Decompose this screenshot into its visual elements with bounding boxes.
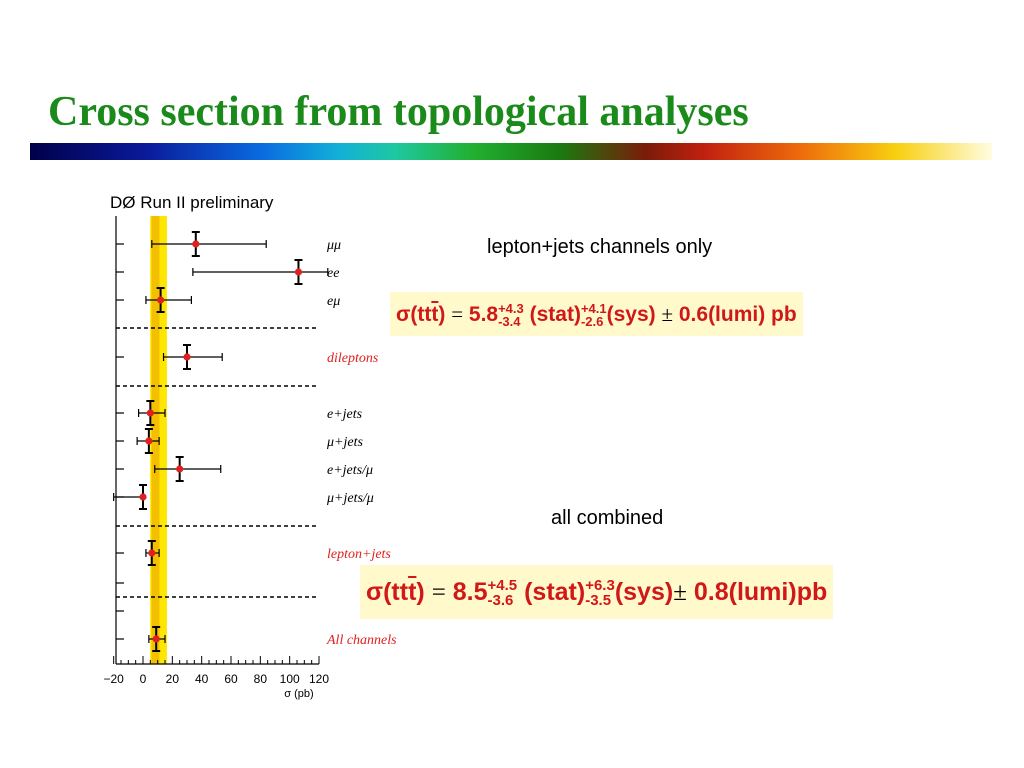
x-axis-label: σ (pb) — [284, 688, 313, 700]
channel-label: eμ — [327, 294, 340, 309]
f1-close: ) — [438, 303, 446, 326]
f2-equals: = — [431, 579, 446, 606]
x-tick-label: 20 — [166, 672, 180, 686]
data-point — [157, 296, 165, 304]
f2-tbar: t — [408, 578, 417, 606]
data-point — [183, 353, 191, 361]
channel-label: e+jets — [327, 407, 363, 422]
data-point — [176, 465, 184, 473]
channel-label: μ+jets — [326, 435, 363, 450]
f1-stat-up: +4.3 — [498, 301, 524, 317]
f2-sys-up: +6.3 — [585, 577, 615, 595]
data-point — [152, 635, 160, 643]
f1-stat-dn: -3.4 — [498, 314, 521, 330]
f1-lumi: 0.6(lumi) pb — [678, 303, 797, 326]
combined-band-core — [151, 216, 160, 664]
f2-close: ) — [416, 578, 425, 606]
f1-stat: (stat) — [529, 303, 581, 326]
f1-pm: ± — [661, 302, 674, 326]
f2-sys-dn: -3.5 — [585, 592, 612, 610]
f2-pm: ± — [673, 579, 687, 606]
data-point — [294, 268, 303, 276]
x-tick-label: 100 — [280, 672, 300, 686]
ljets-formula: σ(ttt) = 5.8 +4.3 -3.4 (stat) +4.1 -2.6 (sys)… — [390, 292, 803, 336]
chart-title: DØ Run II preliminary — [110, 193, 274, 212]
data-point — [146, 409, 154, 417]
slide-title: Cross section from topological analyses — [48, 89, 749, 135]
channel-label: e+jets/μ — [327, 463, 373, 478]
f2-sys: (sys) — [614, 578, 674, 606]
channel-label: All channels — [326, 633, 397, 648]
channel-label: μ+jets/μ — [326, 491, 374, 506]
f1-value: 5.8 — [468, 303, 499, 326]
channel-label: lepton+jets — [327, 547, 391, 562]
f1-sys-dn: -2.6 — [580, 314, 604, 330]
channel-label: ee — [327, 266, 339, 281]
x-tick-label: 0 — [140, 672, 147, 686]
f1-tbar: t — [431, 303, 439, 326]
f2-unit: pb — [796, 578, 828, 606]
all-combined-note: all combined — [551, 507, 664, 529]
x-tick-label: 80 — [254, 672, 268, 686]
title-gradient-bar — [30, 143, 992, 160]
x-tick-label: 120 — [309, 672, 329, 686]
data-point — [139, 493, 147, 501]
x-tick-label: −20 — [103, 672, 124, 686]
data-point — [192, 240, 200, 248]
data-point — [148, 549, 156, 557]
f1-sigma: σ(tt — [396, 303, 432, 326]
x-tick-label: 40 — [195, 672, 209, 686]
f2-lumi: 0.8(lumi) — [693, 578, 797, 606]
f1-sys: (sys) — [606, 303, 656, 326]
f2-stat: (stat) — [524, 578, 586, 606]
channel-label: μμ — [326, 238, 341, 253]
data-point — [145, 437, 153, 445]
f1-equals: = — [451, 302, 464, 326]
f2-stat-up: +4.5 — [487, 577, 518, 595]
combined-formula: σ(ttt) = 8.5 +4.5 -3.6 (stat) +6.3 -3.5 (sys)… — [360, 565, 834, 619]
f1-sys-up: +4.1 — [580, 301, 607, 317]
f2-stat-dn: -3.6 — [487, 592, 514, 610]
x-tick-label: 60 — [224, 672, 238, 686]
lepton-jets-note: lepton+jets channels only — [487, 236, 713, 258]
f2-value: 8.5 — [452, 578, 488, 606]
channel-label: dileptons — [327, 351, 379, 366]
f2-sigma: σ(tt — [366, 578, 409, 606]
